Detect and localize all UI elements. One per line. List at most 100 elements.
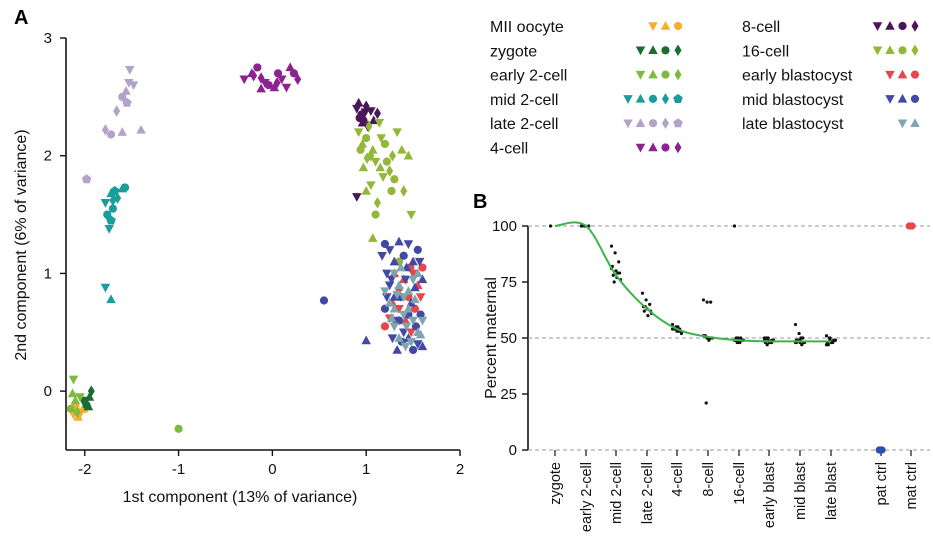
legend-label: MII oocyte [490, 19, 564, 36]
strip-point [735, 340, 739, 345]
scatter-point [269, 82, 280, 92]
scatter-point [389, 303, 400, 313]
scatter-point [371, 210, 380, 219]
scatter-x-tick-label: 1 [362, 461, 370, 478]
scatter-point [403, 303, 414, 313]
strip-point [797, 331, 801, 336]
strip-point [738, 340, 742, 345]
legend-marker [898, 46, 907, 55]
strip-y-tick-label: 100 [492, 218, 517, 235]
legend-label: 16-cell [742, 43, 789, 60]
strip-point [646, 314, 650, 318]
legend-marker [635, 70, 646, 80]
legend-marker [885, 45, 895, 55]
scatter-point [390, 175, 399, 184]
scatter-point [121, 85, 131, 95]
strip-y-title: Percent maternal [483, 277, 500, 399]
scatter-point [392, 128, 402, 138]
scatter-point [117, 127, 128, 136]
scatter-y-title: 2nd component (6% of variance) [13, 129, 30, 360]
legend-item: mid blastocyst [742, 92, 920, 109]
scatter-point [413, 245, 422, 254]
legend-marker [635, 143, 646, 153]
scatter-point [398, 293, 409, 302]
scatter-point [414, 257, 425, 267]
scatter-point [106, 294, 116, 304]
scatter-point [360, 108, 371, 118]
strip-point [614, 269, 618, 273]
legend-marker [885, 21, 895, 30]
scatter-point [104, 224, 114, 234]
strip-point [766, 336, 770, 340]
legend-marker [662, 117, 669, 129]
scatter-point [124, 78, 134, 88]
strip-point [833, 338, 838, 342]
strip-y-tick-label: 0 [509, 442, 517, 459]
scatter-point [408, 256, 418, 266]
scatter-point [260, 78, 270, 88]
scatter-point [396, 262, 406, 272]
legend-marker [661, 70, 670, 79]
legend-marker [648, 119, 658, 128]
scatter-point [382, 157, 391, 166]
scatter-point [357, 117, 368, 127]
legend-marker [898, 21, 907, 31]
scatter-x-title: 1st component (13% of variance) [123, 489, 358, 506]
scatter-points [66, 62, 428, 433]
scatter-point [386, 313, 397, 322]
legend-marker [911, 44, 919, 57]
strip-axes: 0 25 50 75 100 Percent maternal [483, 218, 930, 459]
scatter-point [387, 186, 396, 196]
scatter-point [277, 75, 287, 85]
scatter-point [352, 104, 362, 114]
legend-item: mid 2-cell [490, 92, 683, 109]
scatter-point [122, 97, 132, 107]
scatter-point [273, 69, 283, 78]
legend-marker [623, 119, 633, 129]
scatter-point [400, 275, 411, 285]
scatter-point [415, 329, 426, 339]
scatter-point [256, 83, 266, 93]
legend-marker [673, 93, 683, 103]
scatter-point [389, 269, 400, 279]
strip-category-labels: zygote early 2-cell mid 2-cell late 2-cell 4… [548, 462, 920, 532]
strip-y-tick-label: 25 [500, 386, 517, 403]
scatter-point [410, 294, 420, 304]
scatter-point [81, 174, 92, 184]
panel-b-letter: B [473, 191, 487, 213]
scatter-point [125, 66, 135, 75]
scatter-point [394, 304, 404, 314]
scatter-point [384, 297, 395, 307]
legend-marker [661, 46, 670, 55]
scatter-point [68, 375, 79, 385]
scatter-point [374, 119, 385, 128]
legend-label: early 2-cell [490, 68, 567, 85]
legend-item: zygote [490, 43, 682, 60]
scatter-point [386, 165, 394, 177]
scatter-point [368, 233, 378, 242]
scatter-point [388, 149, 396, 162]
strip-category-label: early 2-cell [579, 462, 595, 532]
strip-category-label: mat ctrl [904, 462, 920, 510]
legend-marker [648, 69, 658, 79]
scatter-axes: -2 -1 0 1 2 0 1 2 3 1st component (13% of varian… [13, 30, 464, 506]
scatter-point [401, 322, 412, 332]
legend-label: early blastocyst [742, 68, 853, 85]
legend-label: mid 2-cell [490, 92, 558, 109]
scatter-y-tick-label: 3 [44, 30, 52, 47]
strip-category-label: early blast [762, 462, 778, 528]
scatter-point [408, 275, 418, 285]
legend-marker [648, 45, 658, 55]
legend-marker [623, 95, 633, 104]
strip-point [609, 244, 614, 248]
scatter-point [392, 344, 402, 354]
scatter-point [413, 268, 423, 278]
strip-point [612, 280, 616, 284]
scatter-point [250, 69, 258, 82]
scatter-point [398, 328, 409, 338]
strip-category-label: mid 2-cell [609, 462, 625, 524]
legend-item: 8-cell [742, 19, 919, 36]
scatter-point [373, 197, 381, 209]
strip-point [701, 298, 706, 302]
